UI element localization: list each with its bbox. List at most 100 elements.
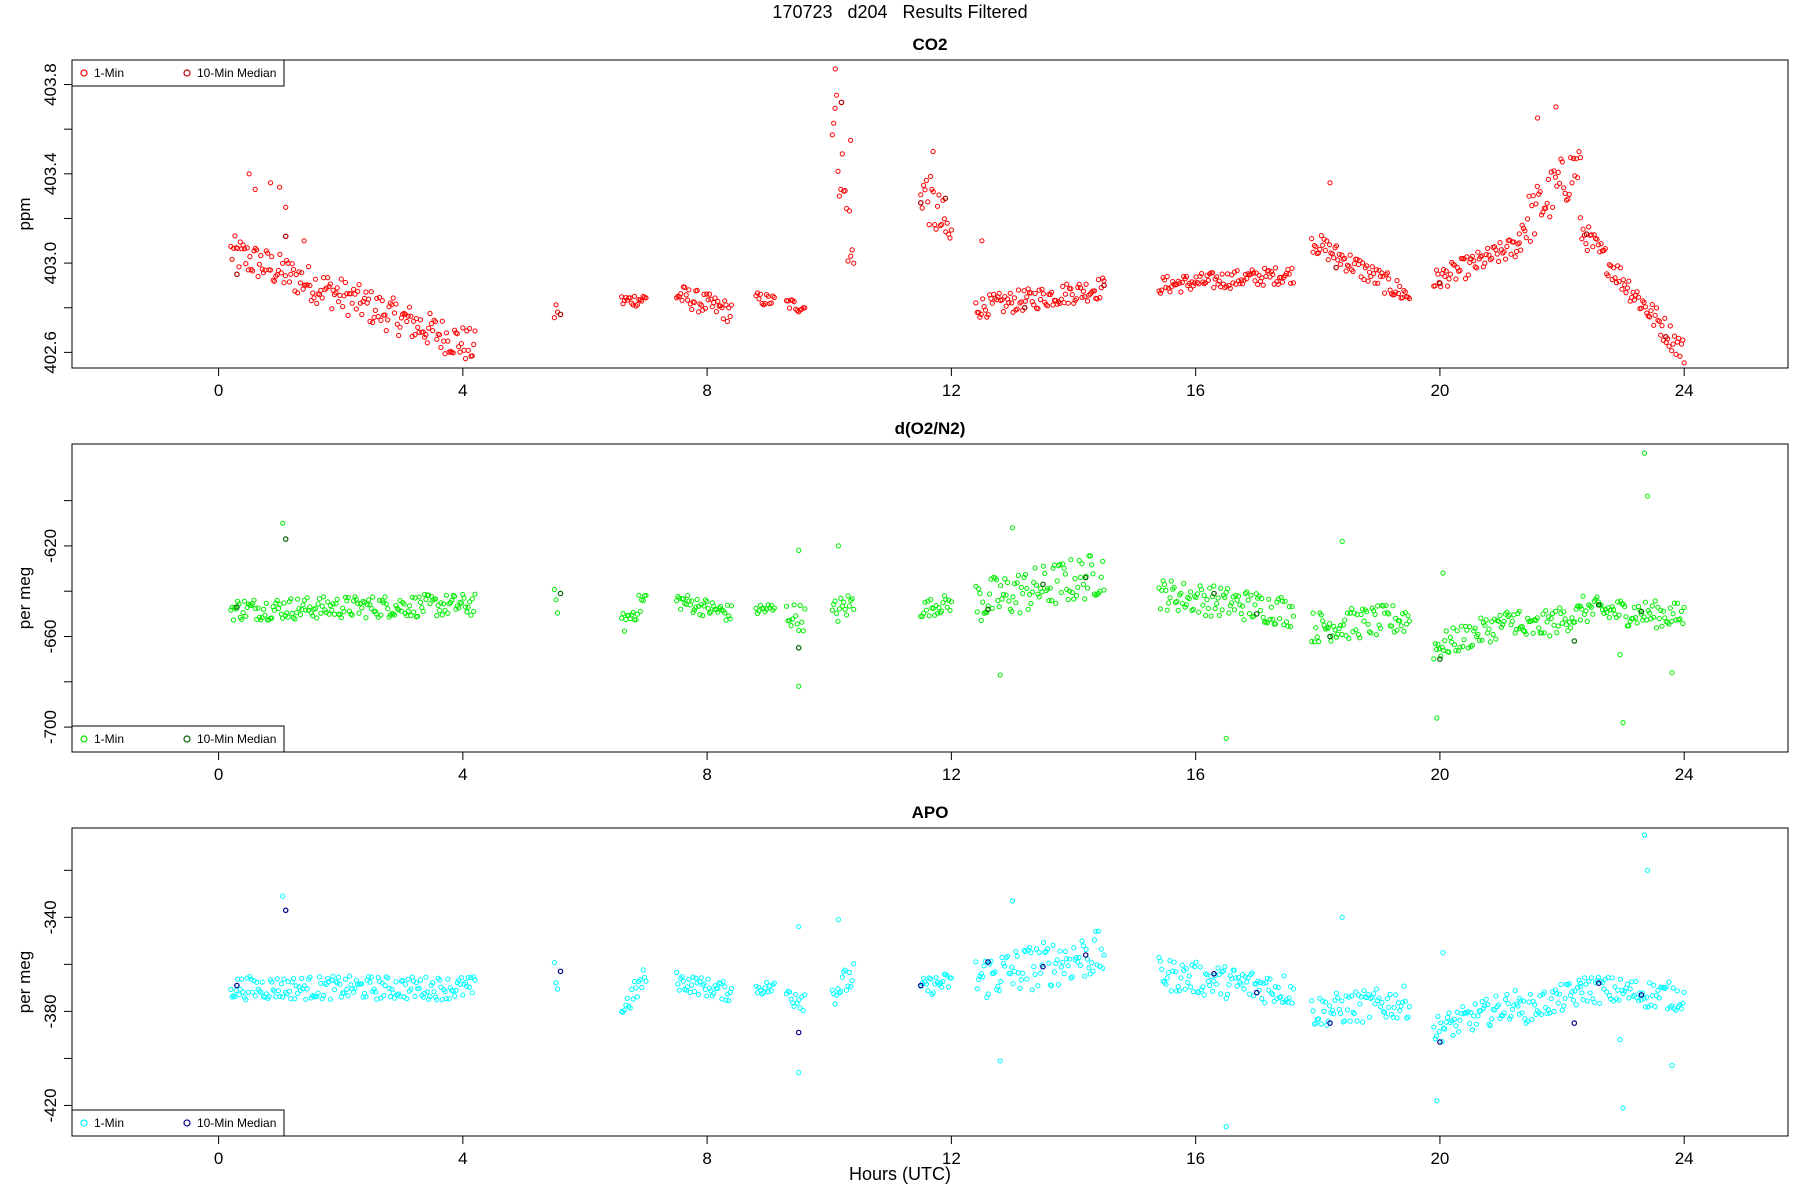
data-point	[454, 331, 460, 337]
data-point	[1227, 285, 1233, 291]
data-point	[974, 609, 980, 615]
data-point	[1677, 353, 1683, 359]
data-point	[1157, 958, 1164, 964]
data-point	[838, 595, 844, 602]
data-point	[1631, 297, 1638, 303]
data-point	[1235, 593, 1242, 599]
data-point	[1513, 248, 1520, 255]
data-point	[1375, 603, 1381, 609]
data-point	[923, 981, 930, 987]
data-point	[1388, 1011, 1395, 1017]
data-point	[337, 612, 343, 618]
data-point	[1168, 578, 1174, 584]
data-point	[1333, 990, 1340, 996]
data-point	[771, 605, 777, 611]
data-point	[345, 312, 351, 318]
data-point	[1505, 1001, 1511, 1007]
data-point	[383, 328, 389, 334]
data-point	[753, 983, 759, 989]
data-point	[1038, 970, 1044, 976]
data-point	[1461, 637, 1467, 643]
data-point	[680, 596, 687, 602]
data-point	[1676, 335, 1682, 341]
data-point	[383, 601, 389, 607]
data-point	[1263, 273, 1269, 279]
data-point	[437, 977, 443, 983]
data-point	[1011, 968, 1018, 975]
data-point	[1211, 583, 1217, 589]
data-point	[405, 313, 411, 319]
data-point	[1271, 998, 1277, 1004]
data-point	[706, 985, 713, 991]
data-point	[464, 609, 470, 615]
data-point	[947, 235, 953, 241]
data-point	[405, 608, 411, 614]
data-point	[1627, 618, 1633, 624]
legend-label: 1-Min	[94, 732, 124, 746]
x-axis: 0 4 8 12 16 20 24	[214, 368, 1694, 400]
data-point	[1071, 596, 1077, 602]
data-point	[1084, 298, 1091, 304]
data-point	[422, 334, 428, 340]
data-point	[726, 613, 732, 619]
data-point	[378, 612, 384, 618]
data-point	[834, 92, 840, 98]
data-point	[237, 239, 243, 245]
data-point	[1617, 265, 1624, 271]
data-point	[1343, 993, 1349, 999]
data-point	[391, 995, 398, 1001]
data-point	[1238, 981, 1244, 987]
data-point	[701, 980, 707, 987]
data-point	[1649, 993, 1655, 999]
data-point	[1372, 1001, 1378, 1007]
data-point	[1561, 1003, 1567, 1009]
data-point	[973, 959, 979, 965]
data-point	[1543, 608, 1549, 614]
data-point	[413, 980, 419, 986]
data-point	[1538, 630, 1545, 636]
data-point	[633, 303, 639, 309]
data-point	[1601, 986, 1607, 992]
data-point	[1275, 984, 1281, 991]
data-point	[1028, 950, 1034, 956]
data-point	[460, 325, 466, 331]
data-point	[1659, 323, 1665, 329]
data-point	[1508, 1013, 1514, 1020]
data-point	[420, 608, 426, 615]
data-point	[1245, 975, 1251, 981]
data-point	[1512, 988, 1518, 994]
data-point	[682, 284, 688, 290]
data-point	[293, 983, 299, 989]
median-point	[1583, 231, 1590, 237]
data-point	[720, 979, 726, 985]
data-point	[1241, 617, 1247, 623]
median-point	[557, 311, 564, 318]
data-point	[1336, 251, 1342, 257]
data-point	[849, 247, 855, 253]
data-point	[930, 990, 936, 996]
data-point	[1285, 266, 1291, 273]
data-point	[1580, 226, 1586, 232]
data-point	[1670, 341, 1676, 347]
data-point	[992, 295, 998, 301]
data-point	[1529, 203, 1535, 209]
data-point	[263, 991, 269, 997]
data-point	[948, 227, 955, 233]
data-point	[1536, 625, 1542, 631]
data-point	[1207, 585, 1213, 591]
data-point	[1371, 271, 1377, 277]
data-point	[1547, 633, 1553, 639]
data-point	[1015, 287, 1022, 293]
panel-title: CO2	[913, 35, 948, 54]
data-point	[1035, 983, 1041, 989]
data-point	[723, 302, 729, 308]
data-point	[1641, 299, 1647, 305]
data-point	[551, 960, 558, 966]
data-point	[701, 291, 707, 297]
data-point	[623, 1002, 629, 1008]
data-point	[1264, 975, 1270, 981]
data-point	[1274, 996, 1280, 1002]
data-point	[1333, 634, 1340, 640]
data-point	[352, 986, 358, 992]
data-point	[1252, 278, 1258, 284]
